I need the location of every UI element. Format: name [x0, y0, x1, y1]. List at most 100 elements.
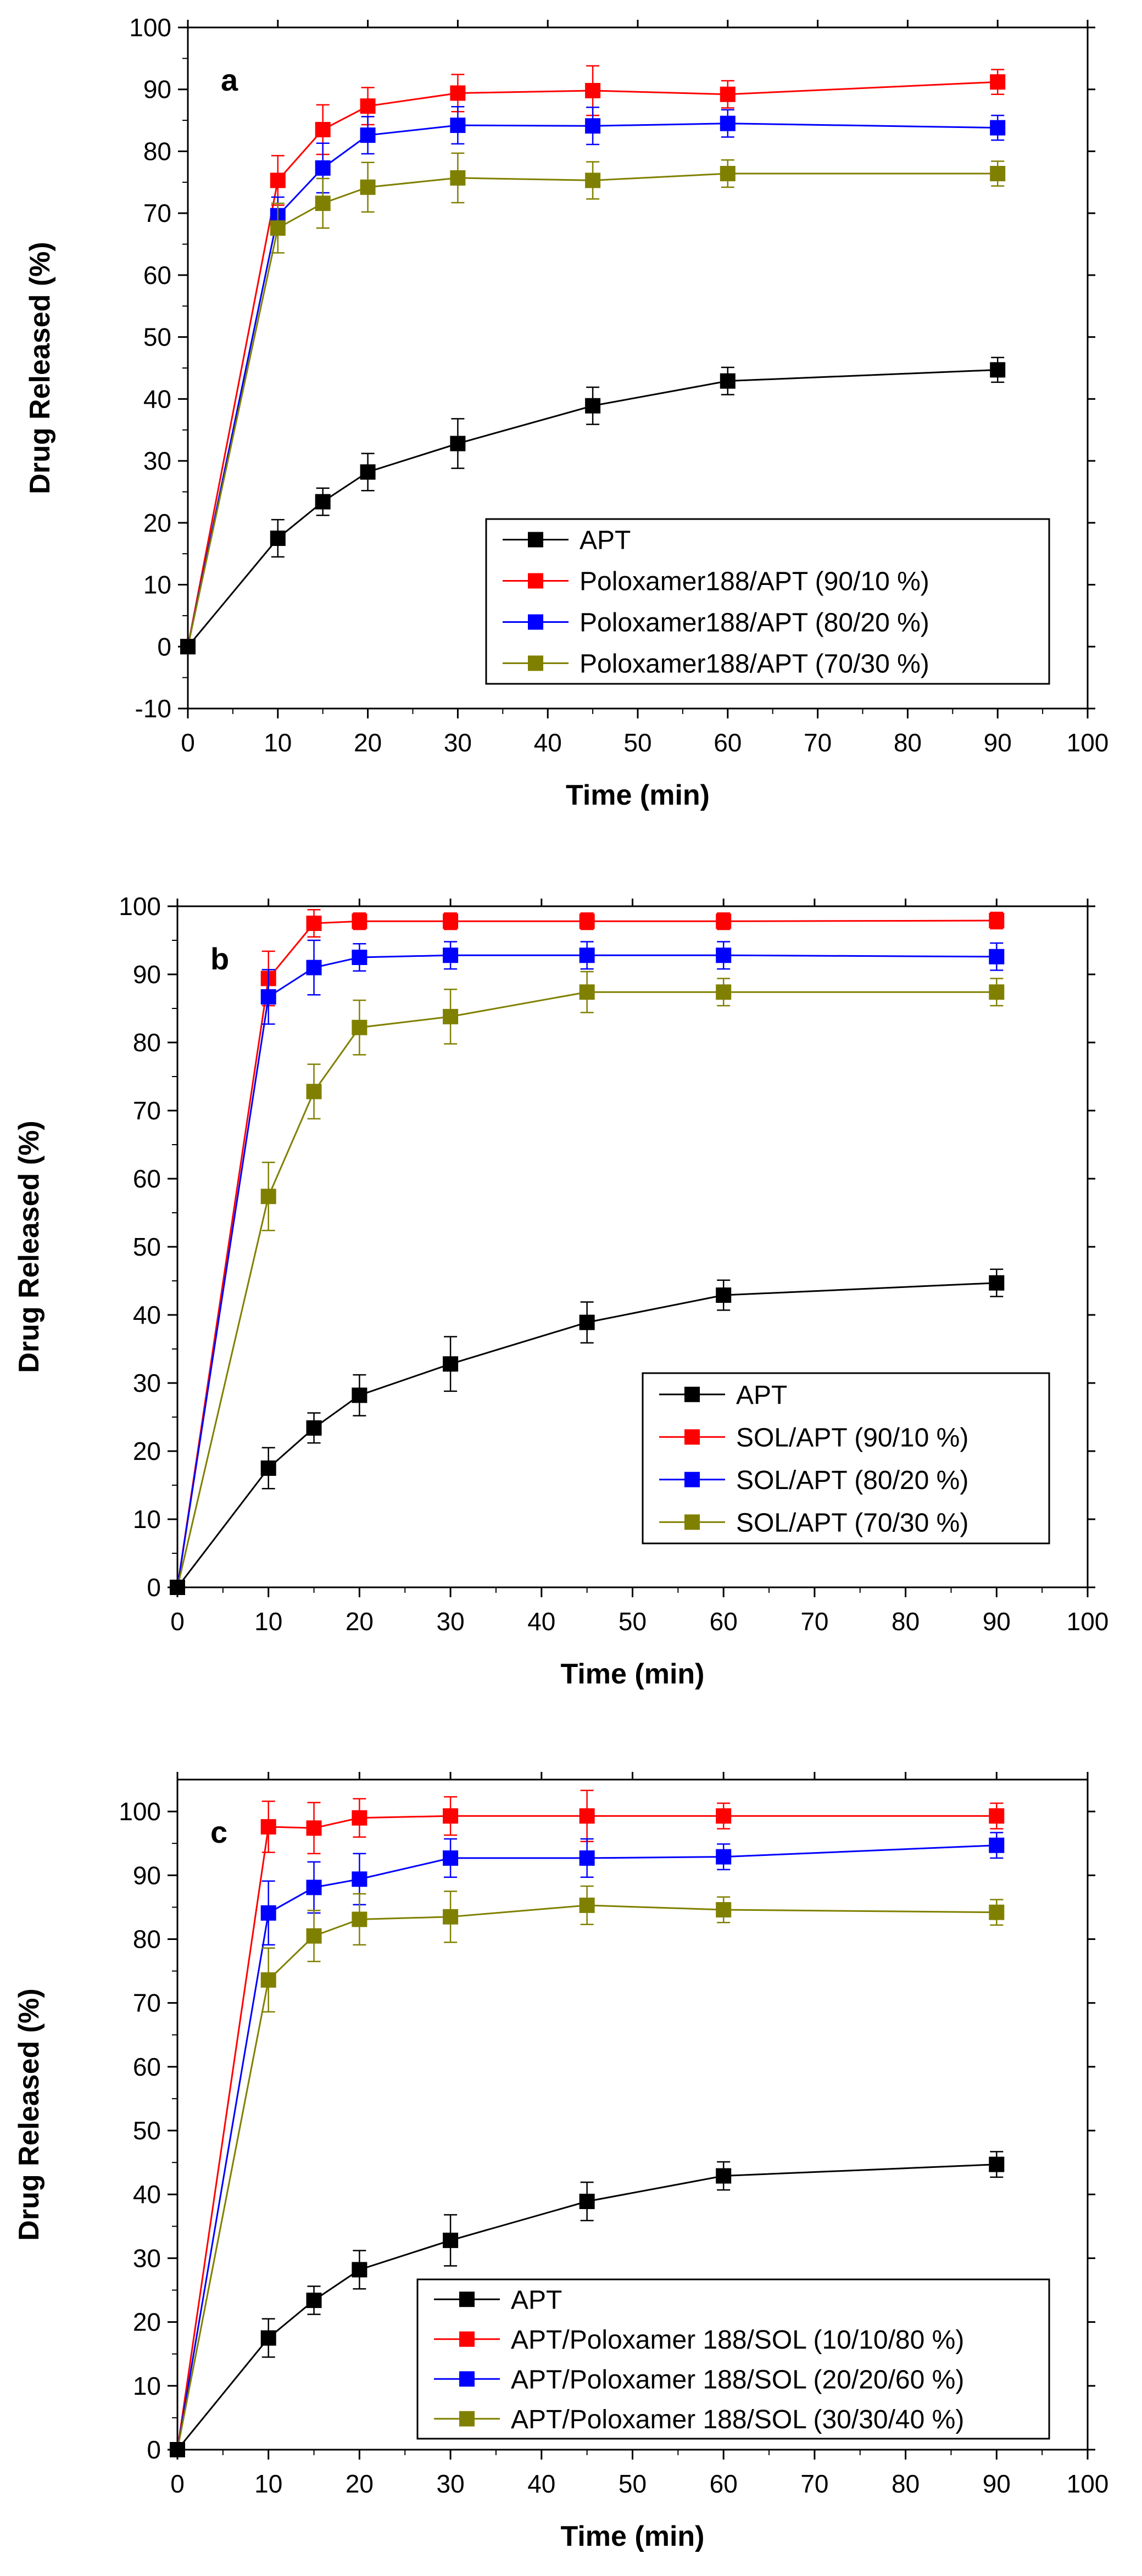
y-tick-label: 50 [143, 323, 171, 352]
data-point [306, 1420, 322, 1436]
data-point [989, 949, 1005, 964]
data-point [989, 1837, 1005, 1853]
x-tick-label: 100 [1067, 728, 1109, 757]
legend-label: APT/Poloxamer 188/SOL (20/20/60 %) [511, 2365, 964, 2394]
series-3 [170, 971, 1005, 1595]
data-point [360, 464, 376, 480]
series-line [187, 122, 998, 647]
data-point [716, 2168, 732, 2184]
data-point [360, 98, 376, 114]
y-axis-title: Drug Released (%) [24, 242, 56, 494]
y-tick-label: 40 [143, 384, 171, 413]
data-point [360, 179, 376, 195]
data-point [443, 947, 459, 963]
data-point [443, 1356, 459, 1372]
data-point [180, 639, 196, 655]
legend-label: Poloxamer188/APT (80/20 %) [580, 609, 929, 638]
y-axis-title: Drug Released (%) [13, 1120, 45, 1373]
x-tick-label: 0 [170, 1607, 185, 1636]
data-point [270, 172, 286, 188]
y-tick-label: 60 [133, 1164, 161, 1193]
data-point [306, 960, 322, 975]
data-point [352, 1019, 367, 1035]
data-point [716, 984, 732, 1000]
data-point [170, 1580, 185, 1595]
x-tick-label: 90 [983, 1607, 1011, 1636]
series-line [176, 991, 997, 1588]
series-line [187, 81, 998, 647]
data-point [989, 913, 1005, 929]
x-tick-label: 40 [534, 728, 562, 757]
data-point [270, 531, 286, 546]
data-point [450, 170, 466, 186]
legend: APT Poloxamer188/APT (90/10 %) Poloxamer18… [485, 518, 1050, 685]
series-1 [170, 1789, 1005, 2457]
data-point [306, 916, 322, 931]
y-tick-label: 100 [119, 892, 161, 921]
data-point [443, 913, 459, 929]
legend: APT SOL/APT (90/10 %) SOL/APT (80/20 %) SOL… [642, 1372, 1050, 1545]
legend-label: SOL/APT (80/20 %) [736, 1466, 968, 1495]
data-point [989, 1808, 1005, 1824]
legend-marker [684, 1386, 700, 1402]
series-line [176, 919, 997, 1588]
data-point [720, 86, 736, 102]
x-tick-label: 30 [437, 2469, 465, 2498]
x-tick-label: 20 [346, 1607, 374, 1636]
y-tick-label: 0 [157, 632, 171, 661]
x-axis-title: Time (min) [561, 1658, 705, 1690]
data-point [352, 1871, 367, 1887]
data-point [352, 950, 367, 965]
data-point [579, 2194, 595, 2210]
data-point [306, 1820, 322, 1836]
y-tick-label: 80 [133, 1925, 161, 1953]
data-point [360, 127, 376, 143]
y-tick-label: 30 [143, 447, 171, 475]
y-tick-label: 80 [133, 1028, 161, 1057]
y-tick-label: 50 [133, 2116, 161, 2145]
data-point [170, 2442, 185, 2457]
x-tick-label: 10 [254, 1607, 282, 1636]
series-3 [170, 1885, 1005, 2457]
x-tick-label: 30 [444, 728, 472, 757]
data-point [260, 989, 276, 1005]
data-point [260, 1460, 276, 1476]
data-point [260, 1189, 276, 1205]
data-point [716, 1849, 732, 1865]
y-tick-label: 70 [143, 199, 171, 227]
data-point [579, 1897, 595, 1913]
series-0 [170, 1268, 1005, 1595]
data-point [585, 172, 601, 188]
x-tick-label: 40 [527, 2469, 555, 2498]
y-tick-label: 70 [133, 1989, 161, 2017]
data-point [315, 494, 331, 510]
data-point [990, 120, 1006, 136]
data-point [989, 1275, 1005, 1291]
data-point [443, 1008, 459, 1024]
y-tick-label: 80 [143, 137, 171, 165]
y-tick-label: 30 [133, 1369, 161, 1397]
x-tick-label: 60 [714, 728, 742, 757]
x-tick-label: 90 [984, 728, 1012, 757]
y-tick-label: -10 [135, 694, 171, 723]
x-tick-label: 60 [710, 1607, 738, 1636]
data-point [579, 984, 595, 1000]
series-0 [170, 2151, 1005, 2457]
data-point [260, 1819, 276, 1835]
data-point [716, 1287, 732, 1303]
data-point [990, 362, 1006, 378]
panel-a: 0 10 20 30 40 50 60 70 80 90 100 -10 0 10 20 30 40 50 60 70… [24, 13, 1108, 811]
data-point [989, 2156, 1005, 2172]
y-tick-label: 70 [133, 1096, 161, 1125]
data-point [306, 1084, 322, 1100]
panel-c: 0 10 20 30 40 50 60 70 80 90 100 0 10 20 30 40 50 60 70 80 9… [13, 1772, 1108, 2552]
data-point [716, 947, 732, 963]
x-tick-label: 0 [181, 728, 195, 757]
y-axis-title: Drug Released (%) [13, 1988, 45, 2240]
y-tick-label: 90 [143, 75, 171, 104]
x-tick-label: 80 [892, 2469, 920, 2498]
data-point [306, 1928, 322, 1944]
y-tick-label: 90 [133, 960, 161, 989]
data-point [306, 2293, 322, 2309]
data-point [720, 115, 736, 131]
